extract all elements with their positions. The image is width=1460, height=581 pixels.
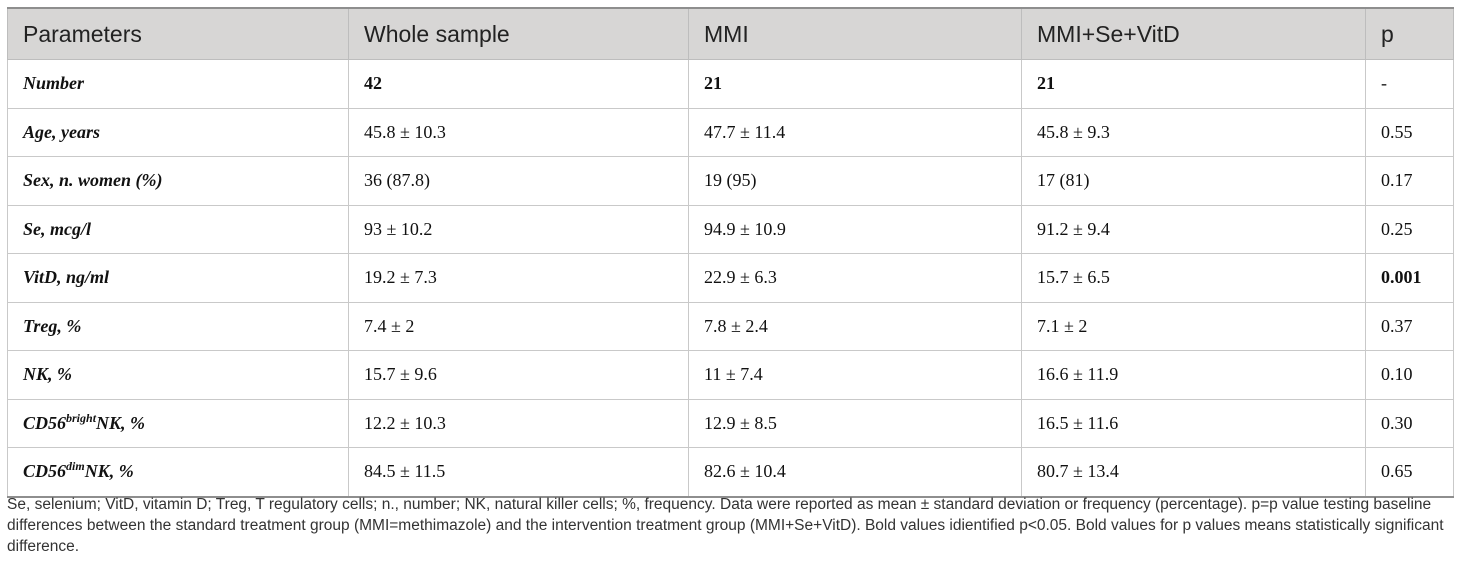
cell-mmi-se-vitd: 80.7 ± 13.4 bbox=[1021, 447, 1366, 498]
cell-whole-sample: 7.4 ± 2 bbox=[348, 301, 689, 351]
cell-whole-sample: 15.7 ± 9.6 bbox=[348, 350, 689, 400]
table-row: CD56brightNK, % 12.2 ± 10.3 12.9 ± 8.5 16.5… bbox=[7, 398, 1454, 448]
header-whole-sample: Whole sample bbox=[348, 7, 689, 60]
header-mmi: MMI bbox=[688, 7, 1022, 60]
cell-mmi: 12.9 ± 8.5 bbox=[688, 398, 1022, 448]
cell-mmi-se-vitd: 15.7 ± 6.5 bbox=[1021, 253, 1366, 303]
parameter-prefix: CD56 bbox=[23, 412, 67, 433]
cell-p-value: 0.30 bbox=[1365, 398, 1454, 448]
row-parameter: Sex, n. women (%) bbox=[7, 156, 349, 206]
cell-mmi: 82.6 ± 10.4 bbox=[688, 447, 1022, 498]
cell-mmi: 47.7 ± 11.4 bbox=[688, 107, 1022, 157]
row-parameter: CD56dimNK, % bbox=[7, 447, 349, 498]
table-row: Age, years 45.8 ± 10.3 47.7 ± 11.4 45.8 ± 9… bbox=[7, 107, 1454, 157]
cell-mmi-se-vitd: 91.2 ± 9.4 bbox=[1021, 204, 1366, 254]
cell-mmi-se-vitd: 45.8 ± 9.3 bbox=[1021, 107, 1366, 157]
cell-p-value: 0.001 bbox=[1365, 253, 1454, 303]
cell-mmi-se-vitd: 16.6 ± 11.9 bbox=[1021, 350, 1366, 400]
table-row: CD56dimNK, % 84.5 ± 11.5 82.6 ± 10.4 80.7 ±… bbox=[7, 447, 1454, 498]
cell-p-value: 0.55 bbox=[1365, 107, 1454, 157]
cell-whole-sample: 19.2 ± 7.3 bbox=[348, 253, 689, 303]
cell-mmi: 19 (95) bbox=[688, 156, 1022, 206]
cell-p-value: 0.37 bbox=[1365, 301, 1454, 351]
header-row: Parameters Whole sample MMI MMI+Se+VitD … bbox=[7, 7, 1454, 60]
row-parameter: Age, years bbox=[7, 107, 349, 157]
row-parameter: CD56brightNK, % bbox=[7, 398, 349, 448]
cell-p-value: 0.17 bbox=[1365, 156, 1454, 206]
header-p: p bbox=[1365, 7, 1454, 60]
parameter-suffix: NK, % bbox=[84, 461, 134, 482]
parameter-superscript: bright bbox=[66, 410, 97, 425]
cell-mmi: 22.9 ± 6.3 bbox=[688, 253, 1022, 303]
cell-whole-sample: 36 (87.8) bbox=[348, 156, 689, 206]
cell-p-value: 0.25 bbox=[1365, 204, 1454, 254]
header-mmi-se-vitd: MMI+Se+VitD bbox=[1021, 7, 1366, 60]
cell-p-value: 0.10 bbox=[1365, 350, 1454, 400]
cell-whole-sample: 93 ± 10.2 bbox=[348, 204, 689, 254]
table-row: VitD, ng/ml 19.2 ± 7.3 22.9 ± 6.3 15.7 ± 6.… bbox=[7, 253, 1454, 303]
cell-mmi-se-vitd: 7.1 ± 2 bbox=[1021, 301, 1366, 351]
cell-whole-sample: 45.8 ± 10.3 bbox=[348, 107, 689, 157]
row-parameter: Treg, % bbox=[7, 301, 349, 351]
table-row: Treg, % 7.4 ± 2 7.8 ± 2.4 7.1 ± 2 0.37 bbox=[7, 301, 1454, 351]
parameter-suffix: NK, % bbox=[96, 412, 146, 433]
cell-whole-sample: 12.2 ± 10.3 bbox=[348, 398, 689, 448]
parameter-superscript: dim bbox=[66, 459, 85, 474]
cell-p-value: - bbox=[1365, 59, 1454, 109]
row-parameter: NK, % bbox=[7, 350, 349, 400]
baseline-characteristics-table: Parameters Whole sample MMI MMI+Se+VitD … bbox=[7, 7, 1454, 498]
table-row: Se, mcg/l 93 ± 10.2 94.9 ± 10.9 91.2 ± 9.4 0… bbox=[7, 204, 1454, 254]
cell-mmi: 21 bbox=[688, 59, 1022, 109]
row-parameter: Number bbox=[7, 59, 349, 109]
cell-whole-sample: 84.5 ± 11.5 bbox=[348, 447, 689, 498]
table-container: Parameters Whole sample MMI MMI+Se+VitD … bbox=[7, 7, 1454, 498]
cell-p-value: 0.65 bbox=[1365, 447, 1454, 498]
table-row: Sex, n. women (%) 36 (87.8) 19 (95) 17 (81)… bbox=[7, 156, 1454, 206]
table-row: Number 42 21 21- bbox=[7, 59, 1454, 109]
table-footnote: Se, selenium; VitD, vitamin D; Treg, T r… bbox=[7, 496, 1444, 555]
cell-mmi: 7.8 ± 2.4 bbox=[688, 301, 1022, 351]
table-row: NK, % 15.7 ± 9.6 11 ± 7.4 16.6 ± 11.9 0.10 bbox=[7, 350, 1454, 400]
cell-mmi: 11 ± 7.4 bbox=[688, 350, 1022, 400]
cell-mmi-se-vitd: 17 (81) bbox=[1021, 156, 1366, 206]
header-parameters: Parameters bbox=[7, 7, 349, 60]
cell-mmi-se-vitd: 16.5 ± 11.6 bbox=[1021, 398, 1366, 448]
row-parameter: VitD, ng/ml bbox=[7, 253, 349, 303]
cell-mmi-se-vitd: 21 bbox=[1021, 59, 1366, 109]
row-parameter: Se, mcg/l bbox=[7, 204, 349, 254]
cell-whole-sample: 42 bbox=[348, 59, 689, 109]
cell-mmi: 94.9 ± 10.9 bbox=[688, 204, 1022, 254]
parameter-prefix: CD56 bbox=[23, 461, 67, 482]
